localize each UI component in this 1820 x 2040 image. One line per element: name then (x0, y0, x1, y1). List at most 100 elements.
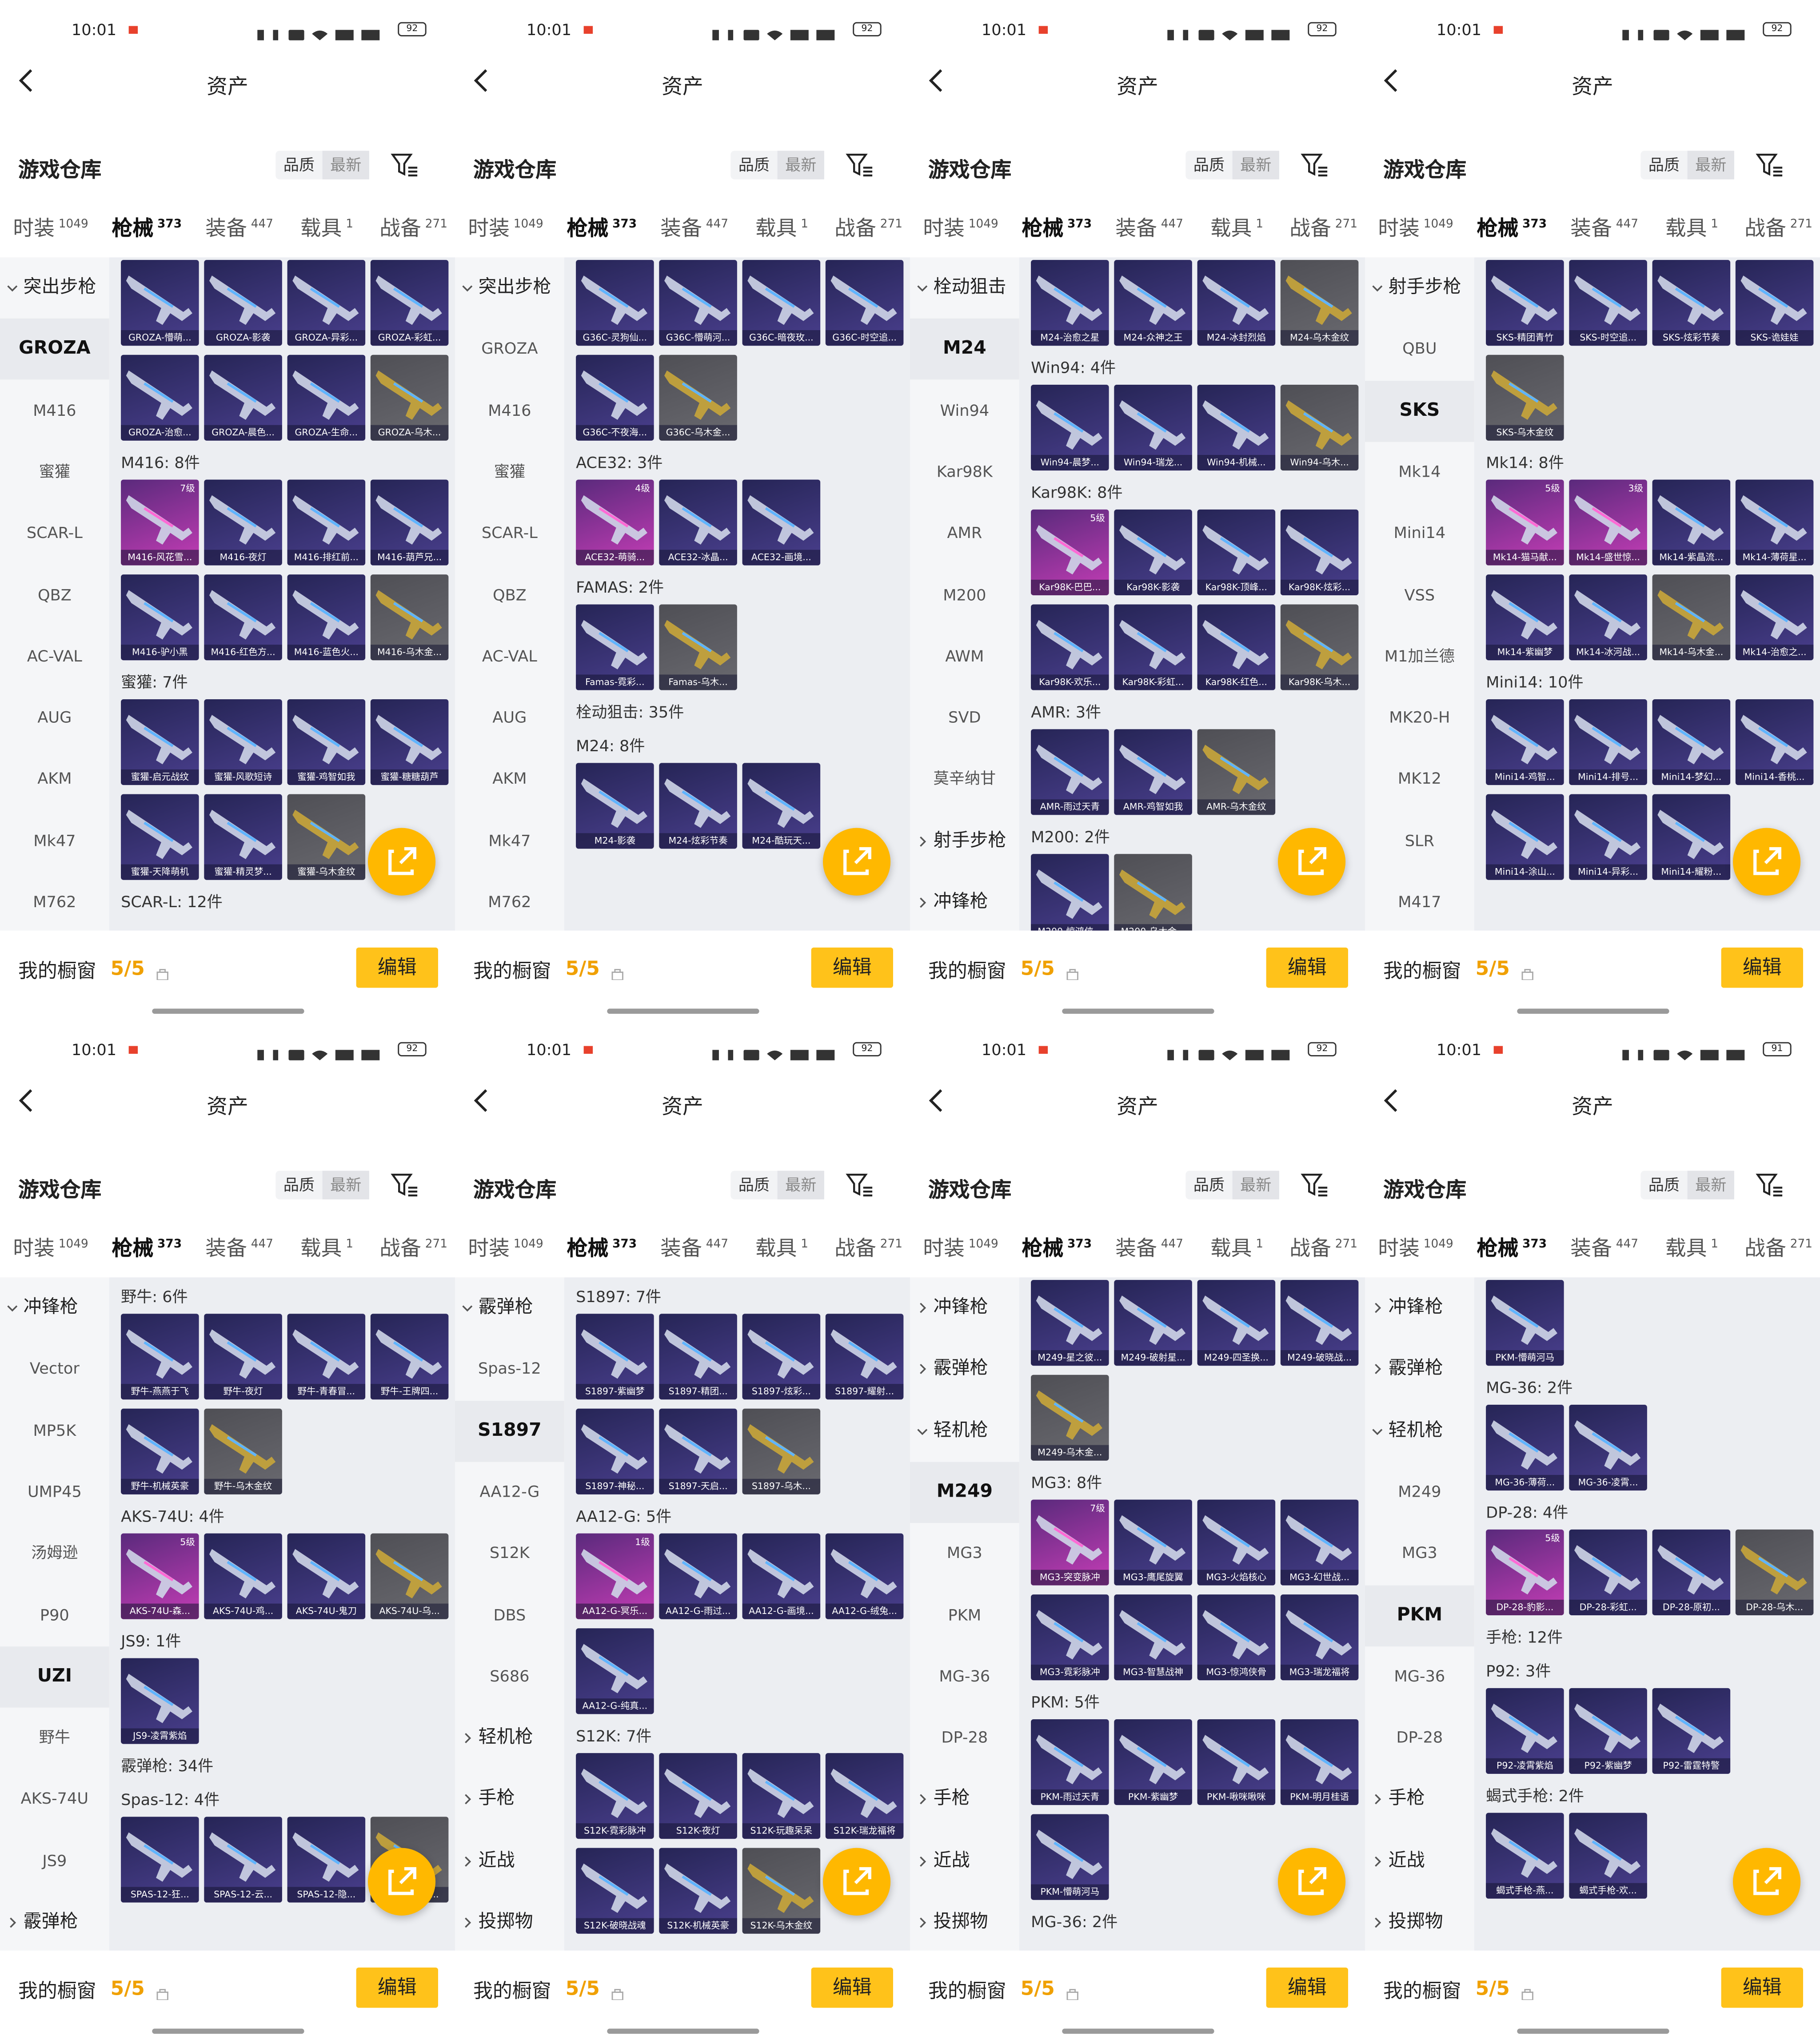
skin-tile[interactable]: Kar98K-顶峰... (1197, 509, 1276, 595)
skin-tile[interactable]: S1897-紫幽梦 (576, 1314, 654, 1400)
skin-tile[interactable]: AA12-G-绒兔... (825, 1533, 904, 1619)
skin-tile[interactable]: 蝎式手枪-欢... (1569, 1813, 1647, 1899)
back-button[interactable] (926, 1088, 949, 1119)
skin-tile[interactable]: ACE32-画境... (742, 479, 821, 566)
back-button[interactable] (16, 68, 39, 99)
sidebar-group[interactable]: 冲锋枪 (1365, 1277, 1474, 1339)
category-tab[interactable]: 装备 447 (205, 211, 273, 242)
category-tab[interactable]: 载具 1 (1665, 211, 1718, 242)
share-fab[interactable] (822, 828, 891, 896)
category-tab[interactable]: 载具 1 (1665, 1231, 1718, 1262)
sidebar-item[interactable]: MG3 (910, 1523, 1019, 1585)
sidebar-item[interactable]: SVD (910, 688, 1019, 749)
skin-tile[interactable]: Mini14-鸡智... (1486, 699, 1564, 785)
sort-option[interactable]: 品质 (1648, 1176, 1680, 1195)
back-button[interactable] (471, 1088, 494, 1119)
edit-button[interactable]: 编辑 (1721, 1967, 1803, 2008)
skin-tile[interactable]: P92-雷霆特警 (1652, 1688, 1731, 1774)
skin-tile[interactable]: P92-紫幽梦 (1569, 1688, 1647, 1774)
skin-tile[interactable]: Win94-瑞龙... (1114, 385, 1192, 471)
category-tab[interactable]: 装备 447 (660, 211, 728, 242)
skin-tile[interactable]: Win94-机械... (1197, 385, 1276, 471)
sidebar-item[interactable]: MG3 (1365, 1523, 1474, 1585)
skin-tile[interactable]: GROZA-异彩... (287, 260, 366, 346)
skin-tile[interactable]: PKM-懵萌河马 (1486, 1280, 1564, 1366)
category-tab[interactable]: 时装 1049 (468, 1231, 543, 1262)
category-tab[interactable]: 战备 271 (834, 1231, 902, 1262)
skin-tile[interactable]: MG3-鹰尾旋翼 (1114, 1499, 1192, 1586)
sidebar-group[interactable]: 近战 (910, 1831, 1019, 1892)
sidebar-item[interactable]: AC-VAL (0, 626, 109, 688)
skin-tile[interactable]: Mk14-冰河战... (1569, 574, 1647, 661)
sidebar-item[interactable]: MG-36 (1365, 1646, 1474, 1708)
skin-tile[interactable]: Mk14-薄荷星... (1735, 479, 1814, 566)
skin-tile[interactable]: 蜜獾-糖糖葫芦 (370, 699, 449, 785)
category-tab[interactable]: 载具 1 (755, 1231, 808, 1262)
back-button[interactable] (471, 68, 494, 99)
skin-tile[interactable]: 蜜獾-天降萌机 (121, 794, 199, 880)
skin-tile[interactable]: G36C-不夜海... (576, 355, 654, 441)
sidebar-group[interactable]: 霰弹枪 (0, 1892, 109, 1953)
skin-tile[interactable]: 蜜獾-启元战纹 (121, 699, 199, 785)
sidebar-item[interactable]: Vector (0, 1339, 109, 1400)
skin-tile[interactable]: 7级 M416-风花雪... (121, 479, 199, 566)
category-tab[interactable]: 枪械 373 (1022, 1231, 1092, 1262)
skin-tile[interactable]: S12K-瑞龙福将 (825, 1753, 904, 1839)
category-tab[interactable]: 枪械 373 (1477, 211, 1547, 242)
skin-tile[interactable]: GROZA-生命... (287, 355, 366, 441)
sidebar-item[interactable]: QBZ (0, 565, 109, 626)
sidebar-item[interactable]: PKM (910, 1585, 1019, 1646)
sort-option[interactable]: 最新 (777, 1171, 824, 1199)
category-tab[interactable]: 枪械 373 (112, 1231, 182, 1262)
sidebar-item[interactable]: AKS-74U (0, 1769, 109, 1830)
sidebar-item[interactable]: MK12 (1365, 749, 1474, 810)
category-tab[interactable]: 战备 271 (379, 211, 447, 242)
share-fab[interactable] (1732, 1848, 1801, 1916)
skin-tile[interactable]: SKS-乌木金纹 (1486, 355, 1564, 441)
sidebar-item[interactable]: PKM (1365, 1585, 1474, 1646)
edit-button[interactable]: 编辑 (1266, 1967, 1348, 2008)
skin-tile[interactable]: MG3-火焰核心 (1197, 1499, 1276, 1586)
skin-tile[interactable]: GROZA-懵萌... (121, 260, 199, 346)
category-tab[interactable]: 时装 1049 (468, 211, 543, 242)
sidebar-item[interactable]: SLR (1365, 811, 1474, 872)
sidebar-item[interactable]: MK20-H (1365, 688, 1474, 749)
category-tab[interactable]: 枪械 373 (567, 211, 637, 242)
sidebar-item[interactable]: SKS (1365, 380, 1474, 442)
sidebar-group[interactable]: 手枪 (910, 1769, 1019, 1830)
sidebar-group[interactable]: 轻机枪 (910, 1400, 1019, 1462)
sidebar-item[interactable]: SCAR-L (455, 503, 564, 565)
sidebar-item[interactable]: UMP45 (0, 1462, 109, 1523)
skin-tile[interactable]: SKS-诡娃娃 (1735, 260, 1814, 346)
skin-tile[interactable]: Mini14-香桃... (1735, 699, 1814, 785)
category-tab[interactable]: 战备 271 (1289, 211, 1357, 242)
sidebar-group[interactable]: 冲锋枪 (910, 1277, 1019, 1339)
sidebar-item[interactable]: AUG (0, 688, 109, 749)
sort-toggle[interactable]: 品质 最新 (1185, 151, 1279, 179)
skin-tile[interactable]: S12K-破晓战魂 (576, 1848, 654, 1934)
sidebar-item[interactable]: JS9 (0, 1831, 109, 1892)
category-tab[interactable]: 装备 447 (1115, 1231, 1183, 1262)
skin-tile[interactable]: Mini14-涂山... (1486, 794, 1564, 880)
filter-button[interactable] (845, 151, 874, 184)
category-tab[interactable]: 战备 271 (379, 1231, 447, 1262)
category-tab[interactable]: 时装 1049 (13, 1231, 88, 1262)
sidebar-group[interactable]: 近战 (1365, 1831, 1474, 1892)
sidebar-item[interactable]: AWM (910, 626, 1019, 688)
skin-tile[interactable]: M249-破射星... (1114, 1280, 1192, 1366)
skin-tile[interactable]: 蜜獾-鸡智如我 (287, 699, 366, 785)
sidebar-item[interactable]: M762 (0, 872, 109, 933)
sidebar-item[interactable]: AMR (910, 503, 1019, 565)
sort-option[interactable]: 最新 (322, 151, 369, 179)
sidebar-item[interactable]: M417 (1365, 872, 1474, 933)
skin-tile[interactable]: M24-众神之王 (1114, 260, 1192, 346)
skin-tile[interactable]: 蜜獾-乌木金纹 (287, 794, 366, 880)
sort-option[interactable]: 品质 (1193, 1176, 1225, 1195)
skin-tile[interactable]: M249-星之彼... (1031, 1280, 1109, 1366)
skin-tile[interactable]: AKS-74U-乌... (370, 1533, 449, 1619)
sidebar-item[interactable]: Mk14 (1365, 442, 1474, 503)
sort-toggle[interactable]: 品质 最新 (1640, 151, 1734, 179)
skin-tile[interactable]: M200-惊鸿侠... (1031, 854, 1109, 931)
skin-tile[interactable]: Kar98K-乌木... (1280, 604, 1359, 690)
skin-tile[interactable]: S1897-耀射... (825, 1314, 904, 1400)
